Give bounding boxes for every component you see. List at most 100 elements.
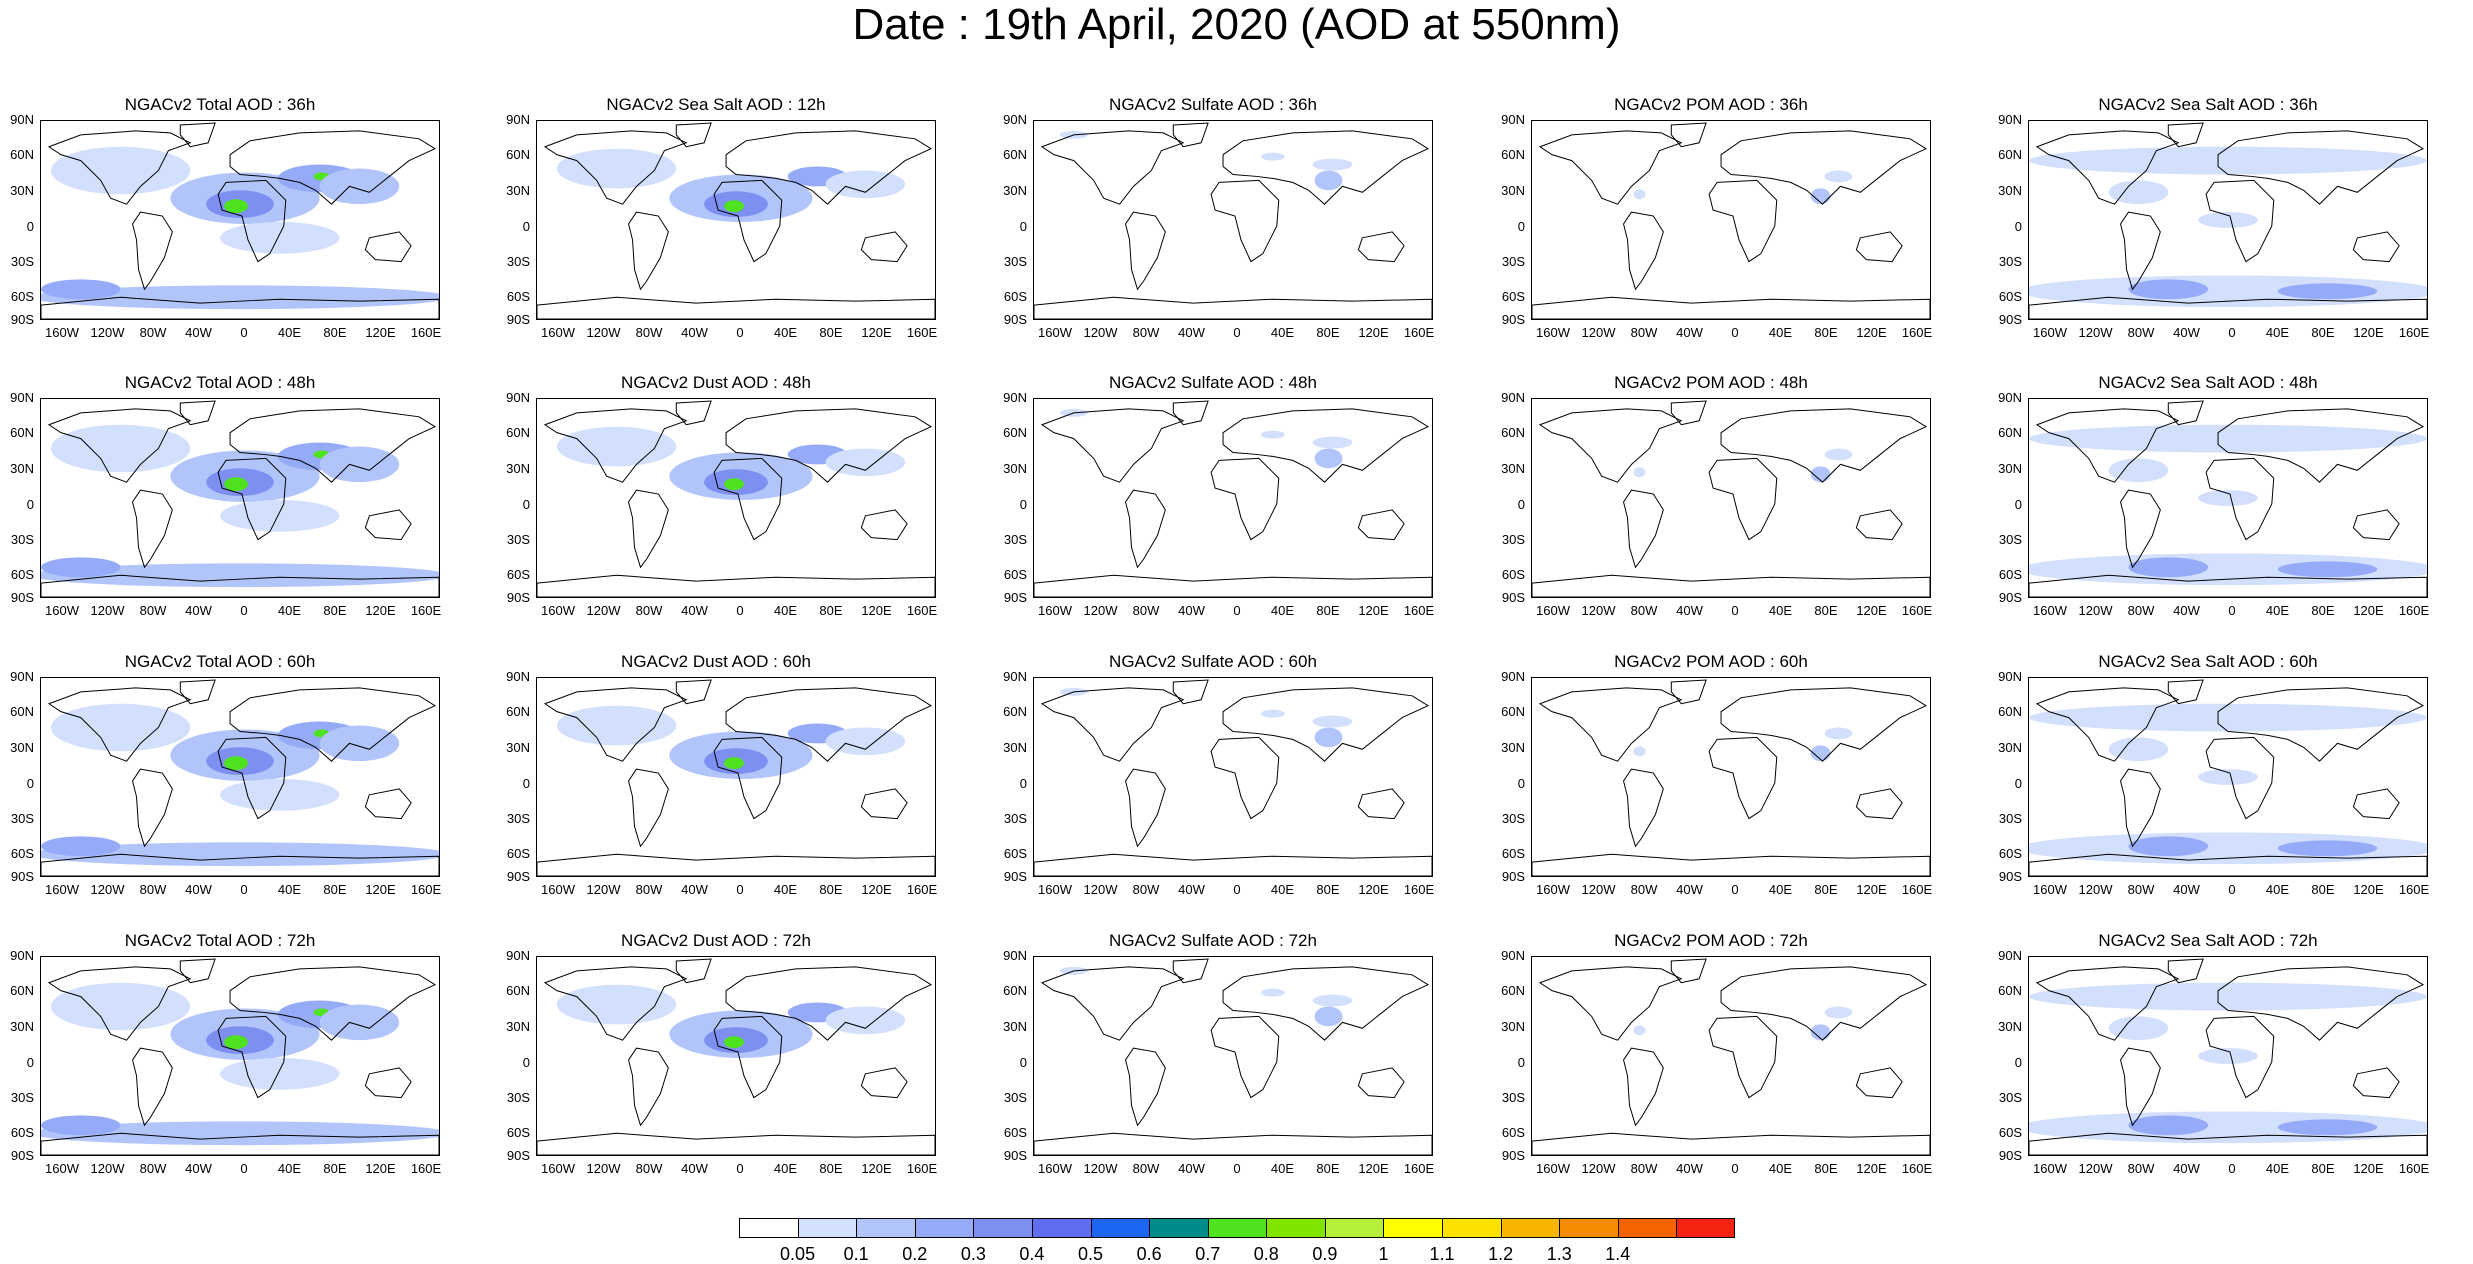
lon-tick-label: 0 <box>1731 882 1739 897</box>
lon-tick-label: 40E <box>773 882 798 897</box>
coastline-africa <box>2205 736 2275 820</box>
lon-tick-label: 80E <box>1316 882 1340 897</box>
colorbar-swatch <box>739 1218 798 1238</box>
aod-field <box>2128 279 2209 300</box>
coastline-australia <box>860 1067 908 1099</box>
panel-title: NGACv2 Sea Salt AOD : 60h <box>2098 652 2318 671</box>
aod-field <box>1810 466 1831 483</box>
coastline-north-america <box>1040 130 1185 205</box>
coastline-antarctica <box>41 574 439 597</box>
lat-tick-label: 90N <box>506 669 530 684</box>
lat-tick-label: 30S <box>1998 254 2022 269</box>
coastline-australia <box>2352 231 2400 263</box>
coastline-greenland <box>1670 122 1707 148</box>
lon-tick-label: 120E <box>861 1161 892 1176</box>
lon-tick-label: 40E <box>1768 603 1793 618</box>
coastline-south-america <box>628 1047 669 1127</box>
coastline-antarctica <box>41 1132 439 1155</box>
lon-tick-label: 0 <box>736 325 744 340</box>
aod-map <box>1033 398 1433 598</box>
lon-tick-label: 80W <box>139 1161 167 1176</box>
lon-tick-label: 0 <box>736 1161 744 1176</box>
lon-tick-label: 40W <box>185 603 212 618</box>
lat-tick-label: 0 <box>522 776 530 791</box>
panel-title: NGACv2 Total AOD : 48h <box>124 373 316 392</box>
lon-tick-label: 40W <box>681 1161 708 1176</box>
lon-tick-label: 80E <box>1814 603 1838 618</box>
lon-tick-label: 80E <box>2311 1161 2335 1176</box>
lon-tick-label: 0 <box>2228 325 2236 340</box>
coastline-antarctica <box>537 296 935 319</box>
lat-tick-label: 60S <box>1003 289 1027 304</box>
lat-tick-label: 60N <box>506 425 530 440</box>
lat-tick-label: 30N <box>1501 1019 1525 1034</box>
map-svg <box>1034 400 1432 597</box>
coastline-antarctica <box>1532 296 1930 319</box>
lat-tick-label: 60S <box>1501 289 1525 304</box>
lon-tick-label: 80E <box>323 1161 347 1176</box>
lat-tick-label: 90N <box>1501 948 1525 963</box>
aod-map <box>40 956 440 1156</box>
coastline-south-america <box>628 489 669 569</box>
coastline-antarctica <box>1532 1132 1930 1155</box>
map-svg <box>1532 122 1930 319</box>
lat-tick-label: 0 <box>1019 497 1027 512</box>
lon-tick-label: 160E <box>2398 325 2430 340</box>
coastline-south-america <box>2120 211 2161 291</box>
colorbar-swatch <box>1676 1218 1735 1238</box>
aod-field <box>1260 152 1285 161</box>
aod-field <box>41 836 121 857</box>
coastline-africa <box>217 1015 287 1099</box>
lat-tick-label: 60N <box>10 425 34 440</box>
lon-tick-label: 160W <box>2033 882 2067 897</box>
coastline-north-america <box>1538 408 1683 483</box>
lat-tick-label: 90N <box>1998 948 2022 963</box>
colorbar-tick-label: 0.8 <box>1253 1244 1279 1264</box>
lon-tick-label: 80W <box>635 603 663 618</box>
map-panel-dust: NGACv2 Sea Salt AOD : 12h 90N 60N 30N 0 30S 60… <box>496 90 937 345</box>
coastline-australia <box>364 231 412 263</box>
lat-tick-label: 90S <box>10 590 34 605</box>
aod-field <box>2198 769 2258 785</box>
panel-title: NGACv2 POM AOD : 72h <box>1614 931 1808 950</box>
lat-tick-label: 90N <box>1003 948 1027 963</box>
lon-tick-label: 40E <box>773 1161 798 1176</box>
coastline-north-america <box>543 408 688 483</box>
lon-tick-label: 80W <box>1630 1161 1658 1176</box>
aod-map <box>536 120 936 320</box>
coastline-greenland <box>675 400 712 426</box>
lon-tick-label: 120E <box>2353 882 2384 897</box>
lat-tick-label: 30N <box>10 1019 34 1034</box>
coastline-eurasia <box>725 966 933 1041</box>
lat-tick-label: 60N <box>506 147 530 162</box>
lon-tick-label: 160W <box>541 1161 575 1176</box>
aod-field <box>2198 212 2258 228</box>
coastline-antarctica <box>1532 574 1930 597</box>
aod-field <box>1824 448 1853 461</box>
lat-tick-label: 30N <box>506 183 530 198</box>
aod-map <box>1033 956 1433 1156</box>
lat-tick-label: 60S <box>506 1125 530 1140</box>
coastline-africa <box>1210 457 1280 541</box>
coastline-south-america <box>1125 1047 1166 1127</box>
lon-tick-label: 40E <box>773 325 798 340</box>
coastline-north-america <box>543 966 688 1041</box>
aod-field <box>825 448 906 477</box>
lon-tick-label: 0 <box>1233 325 1241 340</box>
lon-tick-label: 120E <box>1358 882 1389 897</box>
lat-tick-label: 90N <box>506 390 530 405</box>
lon-tick-label: 0 <box>736 882 744 897</box>
aod-field <box>1314 1006 1343 1027</box>
lon-tick-label: 120W <box>586 882 621 897</box>
lat-tick-label: 60S <box>1998 846 2022 861</box>
aod-map <box>40 120 440 320</box>
aod-field <box>556 426 677 467</box>
map-panel-seasalt: NGACv2 Sea Salt AOD : 60h 90N 60N 30N 0 30S 60… <box>1988 647 2429 902</box>
lon-tick-label: 120W <box>90 603 125 618</box>
lon-tick-label: 160E <box>2398 603 2430 618</box>
lon-tick-label: 160W <box>1038 603 1072 618</box>
lon-tick-label: 80W <box>1630 325 1658 340</box>
aod-field <box>220 221 340 254</box>
lon-tick-label: 120E <box>2353 325 2384 340</box>
coastline-antarctica <box>2029 853 2427 876</box>
